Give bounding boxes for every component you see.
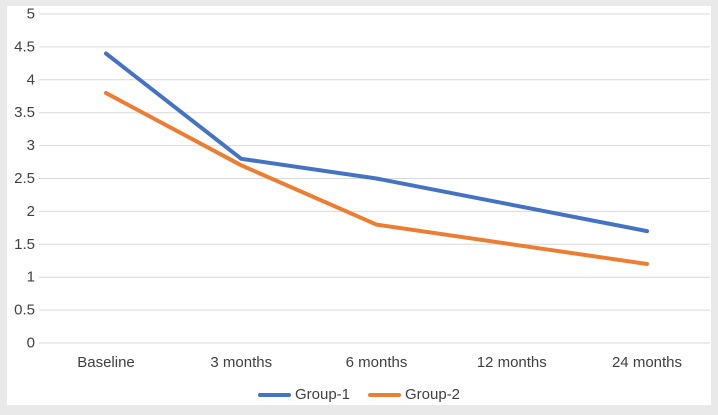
chart-panel <box>7 6 711 405</box>
y-axis-tick-label: 4 <box>27 71 35 88</box>
y-axis-tick-label: 2 <box>27 203 35 220</box>
legend-line-swatch-icon <box>257 393 291 397</box>
series-line-group-2 <box>104 91 649 266</box>
x-axis-category-label: 6 months <box>346 354 408 371</box>
y-axis-tick-label: 5 <box>27 6 35 23</box>
y-axis-tick-label: 3 <box>27 137 35 154</box>
series-line-group-1 <box>104 51 649 234</box>
legend-line-swatch-icon <box>368 393 401 397</box>
legend-label: Group-1 <box>294 386 350 403</box>
chart-legend: Group-1 Group-2 <box>0 387 718 403</box>
legend-label: Group-2 <box>405 386 461 403</box>
y-axis-tick-label: 1.5 <box>14 236 35 253</box>
y-axis-tick-label: 4.5 <box>14 38 35 55</box>
x-axis-category-label: Baseline <box>77 354 135 371</box>
y-axis-tick-label: 3.5 <box>14 104 35 121</box>
y-axis-tick-label: 0 <box>27 335 35 352</box>
x-axis-category-label: 12 months <box>477 354 547 371</box>
y-axis-tick-label: 2.5 <box>14 170 35 187</box>
x-axis-category-label: 3 months <box>210 354 272 371</box>
legend-item-group-1: Group-1 <box>257 386 350 403</box>
y-axis-tick-label: 1 <box>27 269 35 286</box>
legend-item-group-2: Group-2 <box>368 387 460 403</box>
x-axis-category-label: 24 months <box>612 354 682 371</box>
y-axis-tick-label: 0.5 <box>14 302 35 319</box>
